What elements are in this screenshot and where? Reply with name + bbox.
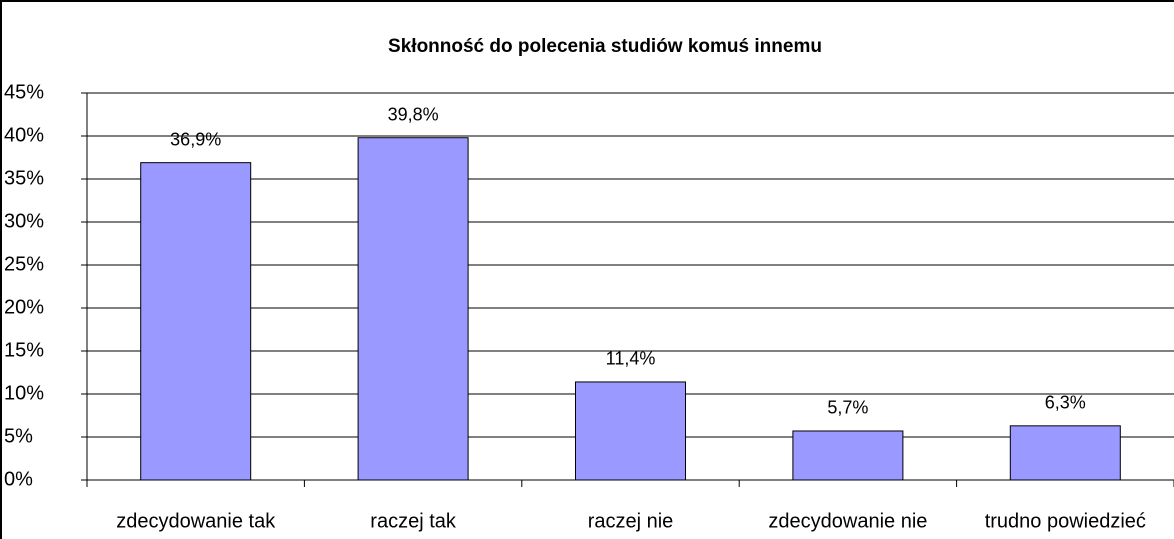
y-tick-label: 0% [4,468,33,490]
bar [140,162,252,481]
bar [357,137,469,481]
y-tick-label: 45% [4,81,44,103]
y-tick-label: 5% [4,425,33,447]
x-tick-label: raczej nie [588,510,674,532]
y-tick-label: 20% [4,296,44,318]
data-label: 11,4% [606,349,656,369]
data-label: 5,7% [827,398,868,418]
x-tick-label: trudno powiedzieć [985,510,1146,532]
data-label: 6,3% [1045,393,1086,413]
y-tick-label: 30% [4,210,44,232]
y-tick-label: 40% [4,124,44,146]
bar [574,381,687,481]
x-tick-label: zdecydowanie tak [116,510,276,532]
x-tick-label: zdecydowanie nie [768,510,927,532]
x-tick-label: raczej tak [370,510,457,532]
bar [1009,425,1121,481]
data-label: 39,8% [388,104,439,124]
y-tick-label: 25% [4,253,44,275]
bar [792,430,904,481]
y-tick-label: 15% [4,339,44,361]
chart-title: Skłonność do polecenia studiów komuś inn… [388,36,822,57]
data-label: 36,9% [170,129,221,149]
y-tick-label: 35% [4,167,44,189]
y-tick-label: 10% [4,382,44,404]
